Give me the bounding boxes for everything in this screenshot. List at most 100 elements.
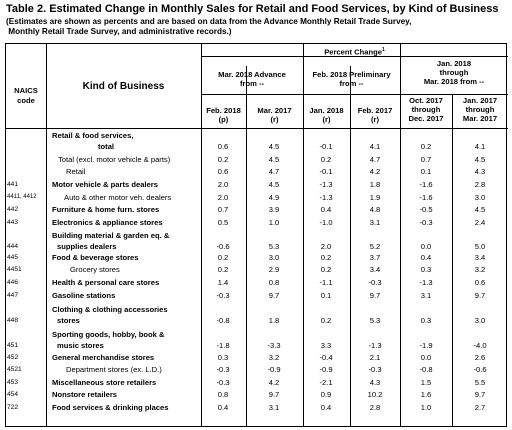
value-cell: -0.8 xyxy=(216,315,230,325)
business-name-line: total xyxy=(98,141,115,151)
naics-code: 445 xyxy=(7,254,19,261)
business-name-line: Department stores (ex. L.D.) xyxy=(66,365,162,374)
value-cell: 5.5 xyxy=(474,378,486,387)
business-name: Building material & garden eq. & supplies… xyxy=(52,231,169,252)
header-rule xyxy=(201,94,400,95)
column-header: Feb. 2017 (r) xyxy=(357,106,393,124)
business-name-line: Total (excl. motor vehicle & parts) xyxy=(58,155,171,164)
value-cell: 3.2 xyxy=(268,353,280,362)
value-cell: 0.2 xyxy=(320,155,332,164)
value-cell: 3.4 xyxy=(369,265,381,274)
business-name-line: Miscellaneous store retailers xyxy=(52,378,157,387)
header-rule xyxy=(400,94,508,95)
col-divider xyxy=(452,94,453,426)
value-cell: 1.0 xyxy=(268,218,280,227)
value-cell: -1.6 xyxy=(419,193,433,202)
business-name: Motor vehicle & parts dealers xyxy=(52,180,158,191)
value-cell: 5.2 xyxy=(369,241,381,251)
value-cell: 10.2 xyxy=(367,390,383,399)
col-divider xyxy=(246,66,247,426)
value-cell: -0.3 xyxy=(216,365,230,374)
business-name: Gasoline stations xyxy=(52,291,115,302)
naics-code: 4411, 4412 xyxy=(7,194,37,200)
col-divider xyxy=(303,44,304,426)
value-cell: 0.2 xyxy=(217,265,229,274)
value-cell: 0.6 xyxy=(474,278,486,287)
business-name-line: Electronics & appliance stores xyxy=(52,218,163,227)
value-cell: 0.4 xyxy=(320,403,332,412)
value-cell: 4.5 xyxy=(268,141,280,151)
value-cell: 4.5 xyxy=(474,155,486,164)
value-cell: 1.5 xyxy=(420,378,432,387)
value-cell: 1.8 xyxy=(268,315,280,325)
table-note: (Estimates are shown as percents and are… xyxy=(6,17,411,37)
business-name: Food services & drinking places xyxy=(52,403,168,414)
value-cell: 0.2 xyxy=(320,265,332,274)
business-name: Furniture & home furn. stores xyxy=(52,205,159,216)
value-cell: 0.6 xyxy=(217,167,229,176)
naics-code: 441 xyxy=(7,181,19,188)
value-cell: -0.6 xyxy=(216,241,230,251)
business-name: Retail & food services, total xyxy=(52,131,133,152)
value-cell: -0.4 xyxy=(319,353,333,362)
value-cell: 0.0 xyxy=(420,353,432,362)
business-name: Clothing & clothing accessories stores xyxy=(52,305,168,326)
value-cell: 0.5 xyxy=(217,218,229,227)
value-cell: -1.3 xyxy=(368,340,382,350)
value-cell: 2.0 xyxy=(217,193,229,202)
value-cell: 3.1 xyxy=(369,218,381,227)
value-cell: -1.6 xyxy=(419,180,433,189)
value-cell: 4.3 xyxy=(369,378,381,387)
value-cell: 1.4 xyxy=(217,278,229,287)
value-cell: 2.0 xyxy=(320,241,332,251)
col-divider xyxy=(46,44,47,426)
value-cell: -0.3 xyxy=(368,278,382,287)
business-name-line: Health & personal care stores xyxy=(52,278,160,287)
value-cell: 9.7 xyxy=(268,291,280,300)
business-name: Total (excl. motor vehicle & parts) xyxy=(58,155,170,166)
value-cell: 0.4 xyxy=(217,403,229,412)
percent-change-header: Percent Change1 xyxy=(324,47,385,57)
value-cell: 3.0 xyxy=(268,253,280,262)
naics-code: 448 xyxy=(7,316,19,324)
value-cell: -0.6 xyxy=(473,365,487,374)
value-cell: 0.6 xyxy=(217,141,229,151)
value-cell: 3.0 xyxy=(474,315,486,325)
business-name: Grocery stores xyxy=(70,265,120,276)
business-name-line: Food services & drinking places xyxy=(52,403,169,412)
value-cell: 0.7 xyxy=(217,205,229,214)
value-cell: 4.5 xyxy=(474,205,486,214)
business-name-line: Motor vehicle & parts dealers xyxy=(52,180,158,189)
value-cell: -0.3 xyxy=(368,365,382,374)
value-cell: -2.1 xyxy=(319,378,333,387)
value-cell: 0.8 xyxy=(217,390,229,399)
naics-code: 4451 xyxy=(7,266,22,273)
naics-header: NAICS code xyxy=(14,86,38,105)
business-name: Food & beverage stores xyxy=(52,253,139,264)
header-rule xyxy=(6,128,508,129)
business-name: Sporting goods, hobby, book & music store… xyxy=(52,330,165,351)
header-rule xyxy=(201,56,508,57)
value-cell: -1.8 xyxy=(216,340,230,350)
column-header: Feb. 2018 (p) xyxy=(206,106,241,124)
group-header: Jan. 2018 through Mar. 2018 from -- xyxy=(423,59,485,86)
value-cell: 0.8 xyxy=(268,278,280,287)
business-name-line: Furniture & home furn. stores xyxy=(52,205,160,214)
group-header: Mar. 2018 Advance from -- xyxy=(218,70,286,88)
group-header: Feb. 2018 Preliminary from -- xyxy=(312,70,391,88)
col-divider xyxy=(201,44,202,426)
value-cell: -0.5 xyxy=(419,205,433,214)
business-name: Electronics & appliance stores xyxy=(52,218,163,229)
value-cell: 0.4 xyxy=(320,205,332,214)
value-cell: 4.7 xyxy=(369,155,381,164)
value-cell: 0.1 xyxy=(320,291,332,300)
naics-code: 4521 xyxy=(7,366,22,373)
value-cell: 9.7 xyxy=(369,291,381,300)
naics-code: 447 xyxy=(7,292,19,299)
value-cell: 2.0 xyxy=(217,180,229,189)
naics-code: 446 xyxy=(7,279,19,286)
business-name: Department stores (ex. L.D.) xyxy=(66,365,162,376)
value-cell: 0.3 xyxy=(420,265,432,274)
value-cell: 3.1 xyxy=(268,403,280,412)
value-cell: 1.8 xyxy=(369,180,381,189)
